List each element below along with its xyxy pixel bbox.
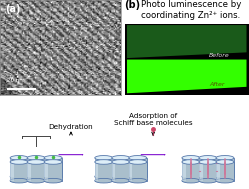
Ellipse shape (216, 174, 234, 179)
Bar (112, 162, 130, 181)
Polygon shape (127, 60, 247, 93)
Bar (216, 162, 234, 181)
Text: Adsorption of
Schiff base molecules: Adsorption of Schiff base molecules (114, 113, 192, 126)
Ellipse shape (44, 156, 62, 160)
Ellipse shape (112, 160, 130, 164)
Ellipse shape (199, 160, 217, 164)
Bar (44, 162, 48, 181)
Text: 20 nm: 20 nm (7, 78, 25, 83)
Bar (182, 162, 200, 181)
Bar (129, 162, 147, 181)
Ellipse shape (216, 156, 234, 160)
Bar (112, 158, 130, 177)
Bar (44, 162, 62, 181)
Bar (27, 162, 45, 181)
Ellipse shape (199, 178, 217, 183)
Bar (27, 162, 31, 181)
Bar (95, 162, 113, 181)
Ellipse shape (10, 156, 28, 160)
Bar (27, 158, 31, 177)
Text: Before: Before (209, 53, 230, 58)
Ellipse shape (182, 156, 200, 160)
Polygon shape (127, 25, 247, 58)
Bar (95, 158, 113, 177)
Ellipse shape (95, 178, 113, 183)
Ellipse shape (199, 174, 217, 179)
Ellipse shape (182, 178, 200, 183)
Bar (216, 158, 220, 177)
Bar (182, 158, 200, 177)
Ellipse shape (182, 174, 200, 179)
Bar (182, 162, 186, 181)
Bar (27, 158, 45, 177)
Ellipse shape (95, 160, 113, 164)
Ellipse shape (10, 174, 28, 179)
Bar (199, 158, 217, 177)
Bar (10, 158, 14, 177)
Ellipse shape (27, 156, 45, 160)
FancyArrowPatch shape (141, 154, 165, 155)
Text: (b): (b) (124, 0, 141, 10)
Ellipse shape (112, 178, 130, 183)
Ellipse shape (27, 174, 45, 179)
Ellipse shape (129, 156, 147, 160)
Ellipse shape (95, 174, 113, 179)
Bar (112, 158, 115, 177)
Text: After: After (209, 82, 225, 87)
Bar (216, 158, 234, 177)
Ellipse shape (129, 178, 147, 183)
Ellipse shape (10, 178, 28, 183)
FancyArrowPatch shape (59, 154, 83, 155)
Bar (129, 162, 132, 181)
Text: Dehydration: Dehydration (49, 124, 93, 130)
Bar (95, 162, 98, 181)
Text: (a): (a) (5, 4, 20, 14)
Ellipse shape (182, 160, 200, 164)
Bar (10, 158, 28, 177)
Bar (199, 158, 202, 177)
Ellipse shape (112, 174, 130, 179)
Bar (112, 162, 115, 181)
Ellipse shape (44, 160, 62, 164)
Text: Photo luminescence by
coordinating Zn²⁺ ions.: Photo luminescence by coordinating Zn²⁺ … (141, 0, 241, 20)
Bar (199, 162, 202, 181)
Ellipse shape (27, 160, 45, 164)
Ellipse shape (10, 160, 28, 164)
Ellipse shape (44, 178, 62, 183)
Bar (44, 158, 48, 177)
Bar (129, 158, 147, 177)
Ellipse shape (95, 156, 113, 160)
Bar (182, 158, 186, 177)
Bar (10, 162, 14, 181)
Ellipse shape (199, 156, 217, 160)
Ellipse shape (112, 156, 130, 160)
Ellipse shape (216, 160, 234, 164)
Ellipse shape (216, 178, 234, 183)
Bar (95, 158, 98, 177)
Bar (10, 162, 28, 181)
Ellipse shape (44, 174, 62, 179)
Bar (216, 162, 220, 181)
Ellipse shape (129, 174, 147, 179)
Bar (199, 162, 217, 181)
Ellipse shape (27, 178, 45, 183)
Bar (44, 158, 62, 177)
Bar (129, 158, 132, 177)
Ellipse shape (129, 160, 147, 164)
